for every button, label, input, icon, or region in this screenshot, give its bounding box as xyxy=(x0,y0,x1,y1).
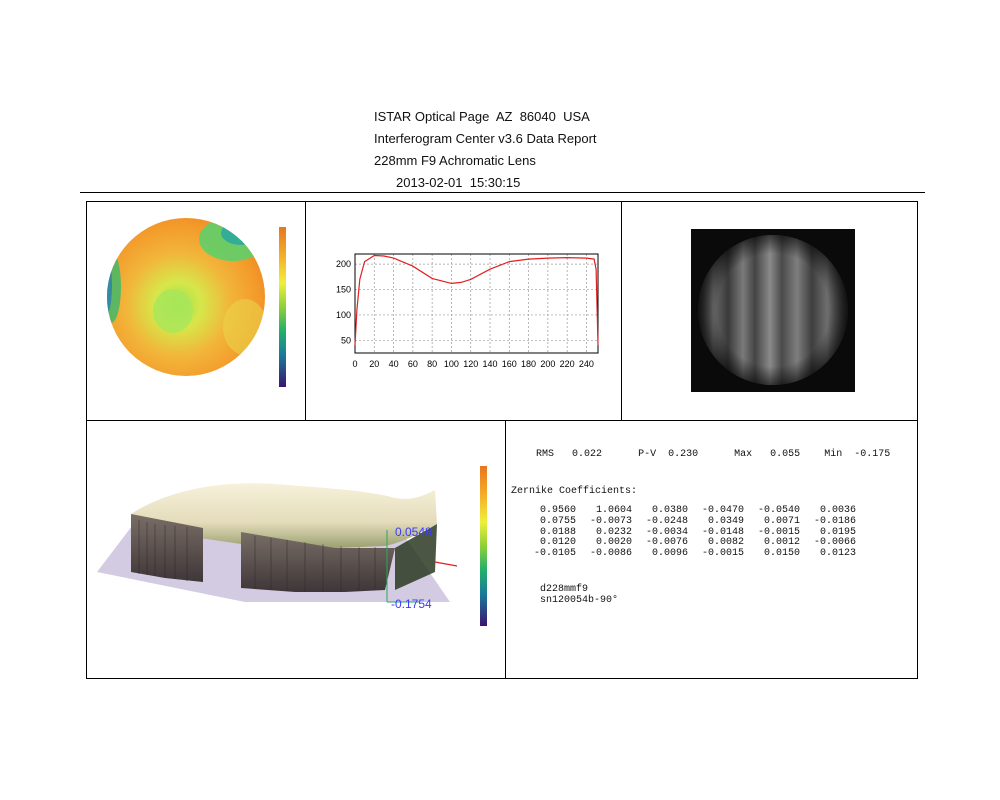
table-cell: 0.0120 xyxy=(539,537,576,549)
header-line-1: ISTAR Optical Page AZ 86040 USA xyxy=(374,109,590,124)
table-cell: 0.0349 xyxy=(707,515,744,527)
table-cell: 0.0755 xyxy=(539,515,576,527)
x-tick-label: 200 xyxy=(540,359,555,369)
x-tick-label: 220 xyxy=(560,359,575,369)
table-row: -0.0105 -0.0086 0.0096 -0.0015 0.0150 0.0123 xyxy=(520,548,856,560)
header-rule xyxy=(80,192,925,193)
table-cell: 0.9560 xyxy=(539,505,576,516)
zernike-label: Zernike Coefficients: xyxy=(511,486,638,497)
x-tick-label: 120 xyxy=(463,359,478,369)
header-line-2: Interferogram Center v3.6 Data Report xyxy=(374,131,597,146)
table-cell: -0.0105 xyxy=(533,548,576,560)
colorbar xyxy=(279,227,286,387)
table-cell: 0.0082 xyxy=(707,537,744,549)
table-cell: 0.0232 xyxy=(595,526,632,538)
x-tick-label: 20 xyxy=(369,359,379,369)
divider-v2 xyxy=(621,201,622,420)
table-cell: 0.0020 xyxy=(595,537,632,549)
file-name: d228mmf9 xyxy=(540,584,589,595)
table-cell: -0.0086 xyxy=(589,548,632,560)
table-row: 0.0120 0.0020 -0.0076 0.0082 0.0012 -0.0066 xyxy=(520,538,856,549)
table-cell: -0.0148 xyxy=(701,526,744,538)
surface-top xyxy=(131,483,437,548)
surface-left-wall xyxy=(131,514,203,582)
max-value: 0.055 xyxy=(770,449,801,460)
divider-h xyxy=(86,420,918,421)
table-cell: -0.0015 xyxy=(701,548,744,560)
surface-min-label: -0.1754 xyxy=(391,597,432,611)
wavefront-map xyxy=(107,218,286,387)
pv-value: 0.230 xyxy=(668,449,699,460)
y-tick-label: 50 xyxy=(341,335,351,345)
table-cell: 1.0604 xyxy=(595,505,632,516)
table-cell: -0.0066 xyxy=(813,537,856,549)
surface-3d-plot: 0.0548 -0.1754 xyxy=(97,466,487,626)
x-tick-label: 160 xyxy=(502,359,517,369)
stats-line: RMS 0.022 P-V 0.230 Max 0.055 Min -0.175 xyxy=(536,449,890,460)
x-tick-label: 0 xyxy=(352,359,357,369)
table-cell: -0.0470 xyxy=(701,505,744,516)
max-label: Max xyxy=(734,449,753,460)
table-cell: -0.0186 xyxy=(813,515,856,527)
y-tick-label: 100 xyxy=(336,310,351,320)
profile-chart: 0 20 40 60 80 100 120 140 160 180 200 220 240 50 100 15… xyxy=(336,253,599,369)
table-row: 0.0755 -0.0073 -0.0248 0.0349 0.0071 -0.0186 xyxy=(520,515,856,528)
table-cell: 0.0150 xyxy=(763,548,800,560)
table-cell: 0.0195 xyxy=(819,526,856,538)
table-cell: -0.0248 xyxy=(645,515,688,527)
x-tick-label: 180 xyxy=(521,359,536,369)
rms-label: RMS xyxy=(536,449,555,460)
x-tick-label: 240 xyxy=(579,359,594,369)
header-line-3: 228mm F9 Achromatic Lens xyxy=(374,153,536,168)
min-value: -0.175 xyxy=(854,449,891,460)
min-label: Min xyxy=(824,449,843,460)
table-row: 0.0188 0.0232 -0.0034 -0.0148 -0.0015 0.0195 xyxy=(520,526,856,539)
table-cell: -0.0015 xyxy=(757,526,800,538)
table-row: 0.9560 1.0604 0.0380 -0.0470 -0.0540 0.0036 xyxy=(520,505,856,517)
profile-curve xyxy=(354,254,599,346)
table-cell: 0.0096 xyxy=(651,548,688,560)
x-tick-label: 140 xyxy=(482,359,497,369)
rms-value: 0.022 xyxy=(572,449,603,460)
y-tick-label: 150 xyxy=(336,285,351,295)
divider-v1 xyxy=(305,201,306,420)
y-tick-label: 200 xyxy=(336,259,351,269)
table-cell: 0.0036 xyxy=(819,505,856,516)
interferogram-image xyxy=(691,229,855,392)
table-cell: -0.0076 xyxy=(645,537,688,549)
pv-label: P-V xyxy=(638,449,657,460)
report-frame xyxy=(86,201,918,679)
table-cell: -0.0540 xyxy=(757,505,800,516)
zernike-table: 0.9560 1.0604 0.0380 -0.0470 -0.0540 0.0036 0… xyxy=(520,505,856,560)
surface-front-wall xyxy=(241,532,395,592)
table-cell: 0.0123 xyxy=(819,548,856,560)
header-date: 2013-02-01 15:30:15 xyxy=(396,175,521,190)
serial-number: sn120054b-90° xyxy=(540,595,619,606)
table-cell: 0.0012 xyxy=(763,537,800,549)
table-cell: 0.0071 xyxy=(763,515,800,527)
colorbar-3d xyxy=(480,466,487,626)
divider-v3 xyxy=(505,420,506,679)
table-cell: -0.0073 xyxy=(589,515,632,527)
x-tick-label: 60 xyxy=(408,359,418,369)
table-cell: 0.0380 xyxy=(651,505,688,516)
table-cell: -0.0034 xyxy=(645,526,688,538)
file-meta: d228mmf9 sn120054b-90° xyxy=(540,584,618,606)
table-cell: 0.0188 xyxy=(539,526,576,538)
surface-max-label: 0.0548 xyxy=(395,525,432,539)
plot-area xyxy=(354,253,599,354)
x-tick-label: 100 xyxy=(444,359,459,369)
x-tick-label: 40 xyxy=(389,359,399,369)
report-header: ISTAR Optical Page AZ 86040 USA Interfer… xyxy=(374,106,597,194)
x-tick-label: 80 xyxy=(427,359,437,369)
